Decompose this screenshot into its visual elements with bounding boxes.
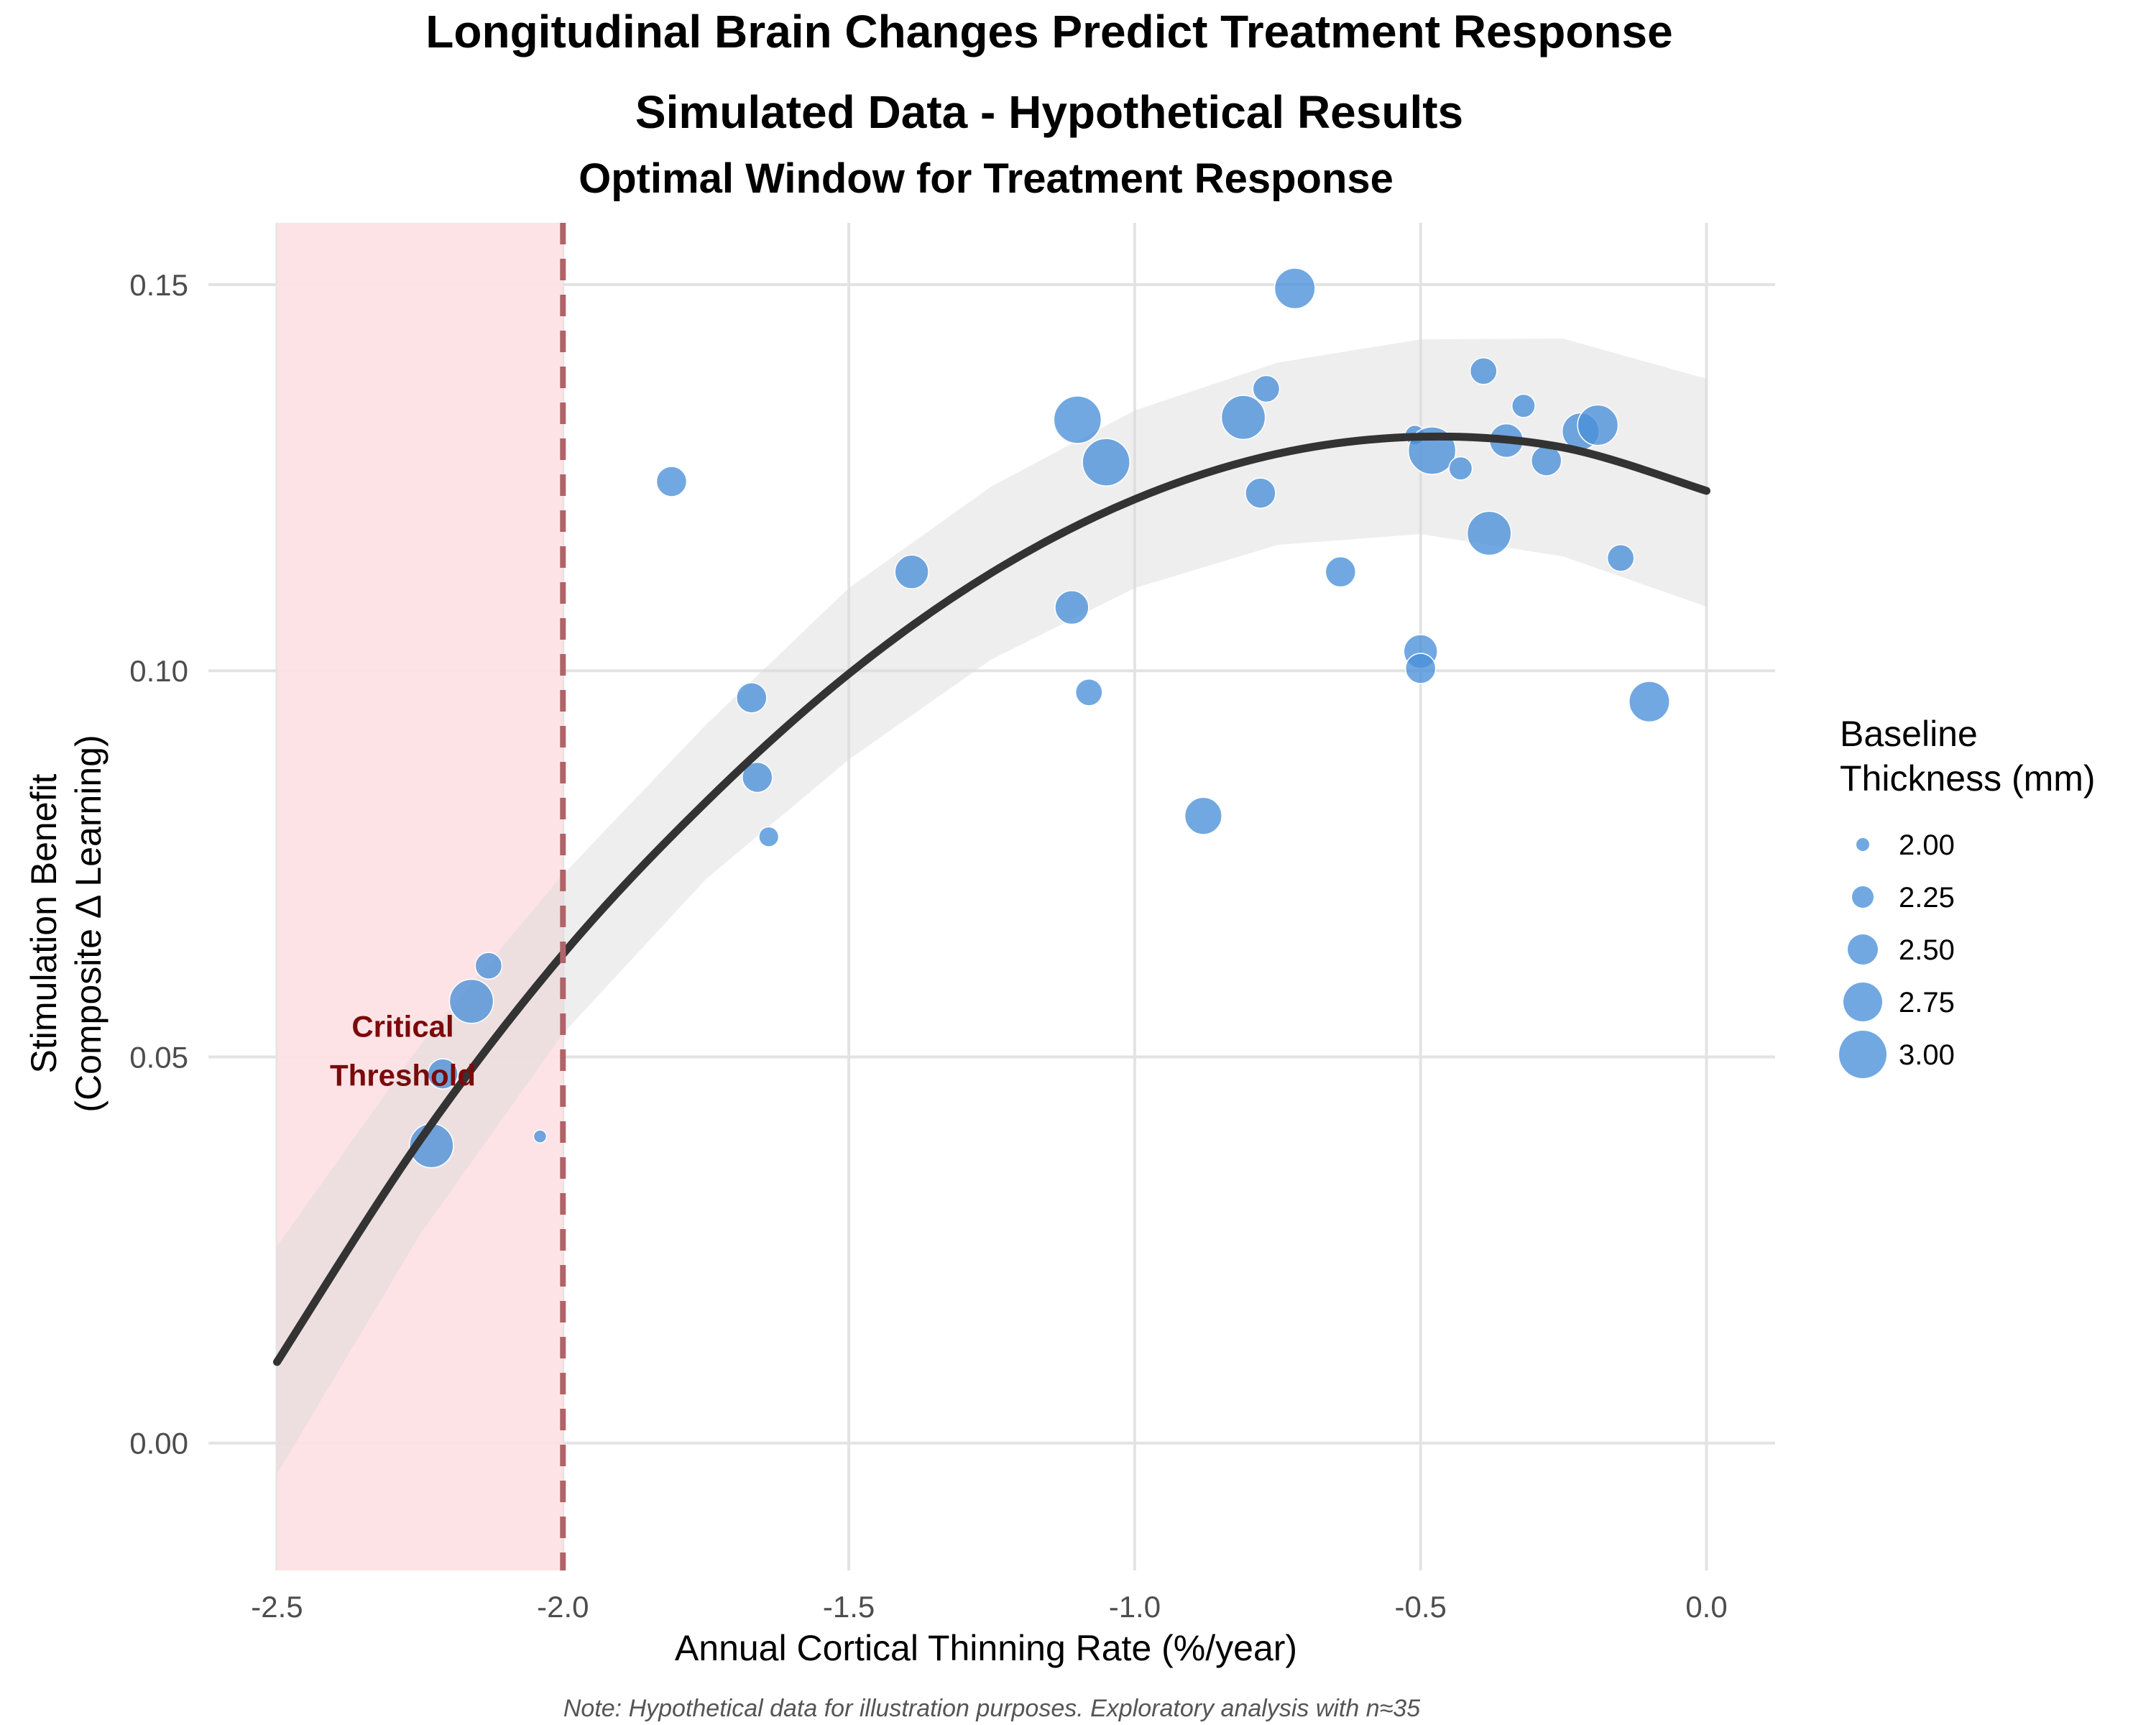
y-axis-title-line1: Stimulation Benefit	[24, 773, 64, 1073]
data-point	[1220, 395, 1266, 441]
x-tick-label: -2.5	[251, 1590, 303, 1624]
chart-subtitle: Simulated Data - Hypothetical Results	[635, 86, 1463, 138]
legend-title-line1: Baseline	[1840, 714, 1978, 754]
panel-title: Optimal Window for Treatment Response	[579, 155, 1393, 202]
legend-label: 2.00	[1899, 829, 1955, 861]
x-axis-title: Annual Cortical Thinning Rate (%/year)	[675, 1628, 1297, 1668]
fit-curve-line	[273, 432, 1710, 1366]
data-point	[1252, 374, 1281, 403]
x-tick-label: -2.0	[537, 1590, 589, 1624]
y-tick-label: 0.10	[129, 654, 188, 688]
y-axis-title: Stimulation Benefit (Composite Δ Learnin…	[24, 735, 109, 1112]
data-point	[1511, 393, 1536, 418]
fit-curve	[273, 432, 1710, 1366]
data-point	[1404, 653, 1437, 684]
legend-symbol	[1843, 983, 1882, 1021]
data-point	[1245, 477, 1276, 509]
legend-symbol	[1839, 1031, 1886, 1078]
data-point	[1469, 356, 1498, 385]
annotation-critical: Critical	[351, 1009, 453, 1043]
data-point	[1606, 543, 1635, 572]
legend-label: 2.25	[1899, 882, 1955, 914]
legend-label: 2.50	[1899, 934, 1955, 966]
legend-symbol	[1856, 838, 1869, 851]
legend-entries: 2.00 2.25 2.50 2.75 3.00	[1839, 829, 1955, 1078]
data-point	[742, 761, 773, 794]
legend-symbol	[1848, 934, 1878, 965]
data-point	[1448, 456, 1473, 481]
data-point	[1466, 510, 1512, 556]
data-point	[1053, 395, 1102, 444]
legend-symbol	[1852, 886, 1874, 908]
legend: Baseline Thickness (mm) 2.00 2.25 2.50 2.75…	[1839, 714, 2096, 1078]
x-axis-ticks: -2.5 -2.0 -1.5 -1.0 -0.5 0.0	[251, 1590, 1727, 1624]
data-point	[894, 554, 929, 589]
x-tick-label: -1.5	[823, 1590, 875, 1624]
x-tick-label: -0.5	[1395, 1590, 1447, 1624]
legend-label: 3.00	[1899, 1039, 1955, 1071]
caption: Note: Hypothetical data for illustration…	[563, 1695, 1420, 1722]
data-point	[1325, 556, 1357, 588]
y-tick-label: 0.00	[129, 1427, 188, 1460]
data-point	[533, 1129, 548, 1144]
x-tick-label: -1.0	[1109, 1590, 1161, 1624]
annotation-threshold: Threshold	[330, 1058, 476, 1092]
data-point	[427, 1058, 459, 1090]
data-point	[1577, 404, 1619, 446]
critical-region	[277, 223, 563, 1570]
data-point	[1082, 438, 1130, 487]
data-point	[474, 952, 503, 980]
data-point	[1074, 678, 1103, 707]
data-point	[1628, 681, 1670, 723]
data-point	[1273, 267, 1316, 310]
y-axis-ticks: 0.00 0.05 0.10 0.15	[129, 268, 188, 1460]
data-point	[655, 466, 688, 497]
data-point	[758, 826, 780, 847]
data-point	[448, 978, 494, 1024]
y-tick-label: 0.15	[129, 268, 188, 302]
data-point	[1184, 796, 1222, 835]
data-point	[1054, 589, 1089, 625]
y-axis-title-line2: (Composite Δ Learning)	[68, 735, 109, 1112]
legend-label: 2.75	[1899, 987, 1955, 1018]
chart-title: Longitudinal Brain Changes Predict Treat…	[425, 6, 1672, 58]
critical-region-rect	[277, 223, 563, 1570]
data-point	[736, 682, 768, 714]
legend-title-line2: Thickness (mm)	[1840, 758, 2096, 799]
y-tick-label: 0.05	[129, 1040, 188, 1074]
x-tick-label: 0.0	[1685, 1590, 1727, 1624]
